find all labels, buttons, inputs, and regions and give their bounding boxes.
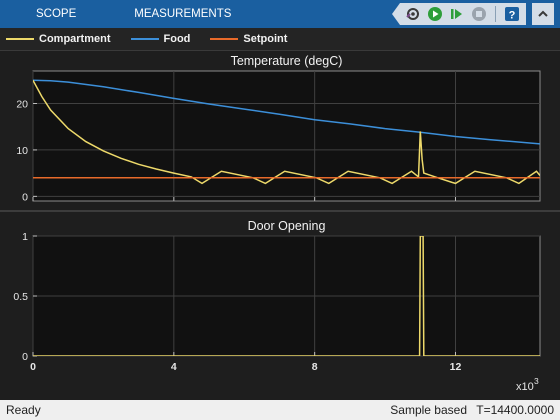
series-line-compartment bbox=[33, 79, 540, 185]
x-tick-label: 0 bbox=[30, 361, 36, 373]
y-tick-label: 20 bbox=[16, 99, 28, 111]
legend-item-setpoint[interactable]: Setpoint bbox=[210, 33, 287, 45]
y-tick-label: 0 bbox=[22, 351, 28, 363]
settings-icon[interactable] bbox=[404, 5, 422, 23]
status-text: Ready bbox=[6, 403, 41, 417]
y-tick-label: 0 bbox=[22, 191, 28, 203]
scope-display: Temperature (degC) 0 10 20 Door Opening 0 4 8 12… bbox=[0, 51, 560, 400]
simulation-time: T=14400.0000 bbox=[476, 403, 554, 417]
axes-title: Door Opening bbox=[248, 219, 326, 233]
y-tick-label: 0.5 bbox=[13, 291, 28, 303]
y-tick-label: 1 bbox=[22, 231, 28, 243]
legend-line-food bbox=[130, 38, 159, 40]
x-tick-label: 8 bbox=[312, 361, 318, 373]
legend: Compartment Food Setpoint bbox=[0, 28, 560, 51]
tab-scope[interactable]: SCOPE bbox=[36, 8, 77, 20]
x-tick-label: 4 bbox=[171, 361, 177, 373]
stop-icon[interactable] bbox=[470, 5, 488, 23]
run-icon[interactable] bbox=[426, 5, 444, 23]
legend-line-setpoint bbox=[210, 38, 239, 40]
legend-item-food[interactable]: Food bbox=[130, 33, 191, 45]
sample-mode: Sample based bbox=[390, 403, 467, 417]
toolbar-divider bbox=[495, 6, 496, 22]
x-tick-label: 12 bbox=[450, 361, 462, 373]
step-forward-icon[interactable] bbox=[448, 5, 466, 23]
legend-item-compartment[interactable]: Compartment bbox=[6, 33, 111, 45]
legend-label: Setpoint bbox=[243, 33, 288, 45]
legend-label: Compartment bbox=[39, 33, 111, 45]
collapse-icon[interactable] bbox=[532, 3, 554, 25]
x-axis-multiplier: x10 bbox=[516, 381, 534, 393]
status-bar: Ready Sample based T=14400.0000 bbox=[0, 400, 560, 420]
axes-background bbox=[32, 70, 541, 202]
axes-title: Temperature (degC) bbox=[231, 54, 343, 68]
legend-label: Food bbox=[163, 33, 191, 45]
simulation-controls: ? bbox=[392, 3, 526, 25]
series-line-food bbox=[33, 79, 540, 145]
y-tick-label: 10 bbox=[16, 145, 28, 157]
tab-measurements[interactable]: MEASUREMENTS bbox=[134, 8, 232, 20]
x-axis-multiplier-exponent: 3 bbox=[534, 376, 539, 386]
svg-text:?: ? bbox=[509, 10, 516, 22]
toolstrip: SCOPE MEASUREMENTS bbox=[0, 0, 560, 28]
legend-line-compartment bbox=[6, 38, 34, 40]
help-icon[interactable]: ? bbox=[503, 5, 521, 23]
toolstrip-quick-access: ? bbox=[392, 3, 554, 25]
